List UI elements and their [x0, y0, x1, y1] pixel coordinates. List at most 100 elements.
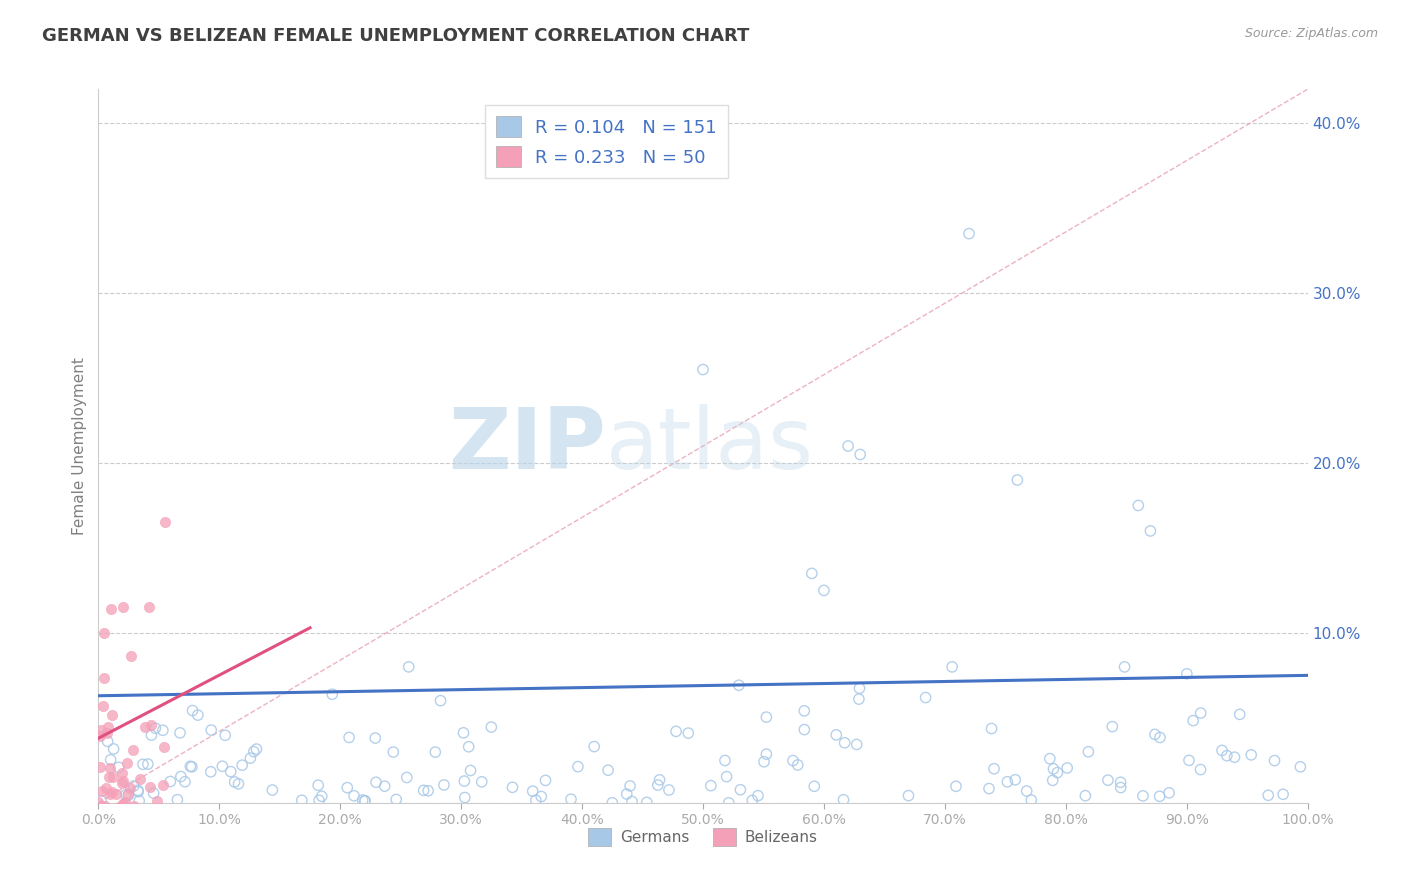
Point	[262, 783, 284, 797]
Point	[1007, 473, 1029, 487]
Point	[800, 566, 823, 581]
Point	[567, 759, 589, 773]
Point	[1056, 761, 1078, 775]
Point	[89, 723, 111, 738]
Point	[354, 794, 377, 808]
Point	[1263, 754, 1285, 768]
Point	[93, 671, 115, 685]
Point	[114, 795, 136, 809]
Point	[454, 790, 477, 805]
Point	[91, 799, 114, 814]
Point	[101, 784, 124, 798]
Point	[170, 770, 193, 784]
Point	[104, 788, 127, 802]
Point	[522, 784, 544, 798]
Point	[460, 764, 482, 778]
Point	[364, 731, 387, 745]
Text: GERMAN VS BELIZEAN FEMALE UNEMPLOYMENT CORRELATION CHART: GERMAN VS BELIZEAN FEMALE UNEMPLOYMENT C…	[42, 27, 749, 45]
Point	[457, 739, 479, 754]
Point	[169, 726, 191, 740]
Point	[382, 745, 405, 759]
Point	[153, 516, 176, 530]
Point	[181, 704, 204, 718]
Text: ZIP: ZIP	[449, 404, 606, 488]
Point	[793, 723, 815, 737]
Point	[957, 227, 980, 241]
Point	[665, 724, 688, 739]
Point	[1272, 787, 1295, 801]
Point	[692, 362, 714, 376]
Point	[111, 766, 134, 780]
Point	[1139, 524, 1161, 538]
Point	[995, 774, 1018, 789]
Point	[200, 764, 222, 779]
Point	[385, 792, 408, 806]
Point	[103, 742, 125, 756]
Point	[1114, 660, 1136, 674]
Point	[127, 783, 149, 797]
Point	[983, 762, 1005, 776]
Point	[97, 734, 120, 748]
Point	[501, 780, 523, 795]
Point	[108, 800, 131, 814]
Point	[782, 754, 804, 768]
Point	[115, 756, 138, 770]
Point	[1189, 763, 1212, 777]
Point	[100, 753, 122, 767]
Point	[89, 809, 111, 823]
Point	[1211, 743, 1233, 757]
Point	[755, 710, 778, 724]
Point	[111, 600, 134, 615]
Point	[89, 760, 111, 774]
Point	[128, 794, 150, 808]
Point	[336, 780, 359, 795]
Point	[179, 759, 201, 773]
Point	[1046, 765, 1069, 780]
Point	[786, 758, 808, 772]
Point	[1178, 753, 1201, 767]
Point	[1074, 789, 1097, 803]
Point	[453, 774, 475, 789]
Point	[1189, 706, 1212, 720]
Point	[97, 721, 120, 735]
Point	[1149, 731, 1171, 745]
Point	[945, 779, 967, 793]
Point	[730, 782, 752, 797]
Point	[243, 745, 266, 759]
Point	[1132, 789, 1154, 803]
Point	[94, 781, 117, 796]
Point	[479, 720, 502, 734]
Point	[837, 439, 859, 453]
Point	[90, 783, 112, 797]
Point	[93, 698, 115, 713]
Point	[433, 778, 456, 792]
Point	[977, 781, 1000, 796]
Point	[200, 723, 222, 737]
Point	[1015, 784, 1038, 798]
Point	[122, 799, 145, 814]
Point	[530, 789, 553, 804]
Point	[1101, 720, 1123, 734]
Point	[453, 726, 475, 740]
Point	[1157, 786, 1180, 800]
Point	[834, 736, 856, 750]
Point	[139, 717, 162, 731]
Point	[678, 726, 700, 740]
Point	[321, 687, 343, 701]
Point	[245, 742, 267, 756]
Point	[619, 779, 641, 793]
Point	[1149, 789, 1171, 804]
Point	[128, 772, 150, 786]
Point	[127, 785, 149, 799]
Point	[1182, 714, 1205, 728]
Point	[398, 660, 420, 674]
Point	[97, 770, 120, 784]
Point	[193, 810, 215, 824]
Text: Source: ZipAtlas.com: Source: ZipAtlas.com	[1244, 27, 1378, 40]
Point	[700, 779, 723, 793]
Point	[94, 799, 117, 814]
Point	[89, 730, 111, 744]
Point	[596, 763, 619, 777]
Point	[141, 728, 163, 742]
Point	[354, 794, 377, 808]
